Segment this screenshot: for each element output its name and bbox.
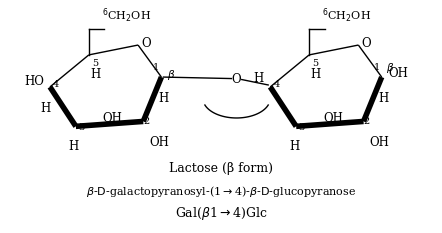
Text: 5: 5 [92,59,98,68]
Text: $\beta$: $\beta$ [386,61,394,75]
Text: $\beta$: $\beta$ [167,68,175,82]
Text: 2: 2 [364,116,370,126]
Text: H: H [69,140,79,153]
Text: $\beta$-$\rm{D}$-galactopyranosyl-(1$\rightarrow$4)-$\beta$-$\rm{D}$-glucopyrano: $\beta$-$\rm{D}$-galactopyranosyl-(1$\ri… [86,184,356,199]
Text: 3: 3 [298,123,305,132]
Text: O: O [362,37,371,50]
Text: 1: 1 [373,63,380,72]
Text: 4: 4 [53,80,59,89]
Text: H: H [41,102,51,115]
Text: H: H [289,140,299,153]
Text: H: H [379,92,389,105]
Text: Gal($\beta$1$\rightarrow$4)Glc: Gal($\beta$1$\rightarrow$4)Glc [175,205,267,222]
Text: OH: OH [323,113,343,125]
Text: $^6$CH$_2$OH: $^6$CH$_2$OH [322,7,371,25]
Text: 1: 1 [153,63,159,72]
Text: OH: OH [149,136,169,149]
Text: OH: OH [370,136,390,149]
Text: H: H [90,68,100,81]
Text: H: H [254,72,264,85]
Text: Lactose (β form): Lactose (β form) [169,162,273,175]
Text: $^6$CH$_2$OH: $^6$CH$_2$OH [102,7,151,25]
Text: H: H [310,68,320,81]
Text: 5: 5 [312,59,318,68]
Text: 4: 4 [273,80,280,89]
Text: OH: OH [388,67,408,80]
Text: HO: HO [24,75,44,88]
Text: H: H [158,92,168,105]
Text: OH: OH [103,113,122,125]
Text: 3: 3 [78,123,84,132]
Text: O: O [141,37,151,50]
Text: 2: 2 [143,116,149,126]
Text: O: O [232,73,241,86]
